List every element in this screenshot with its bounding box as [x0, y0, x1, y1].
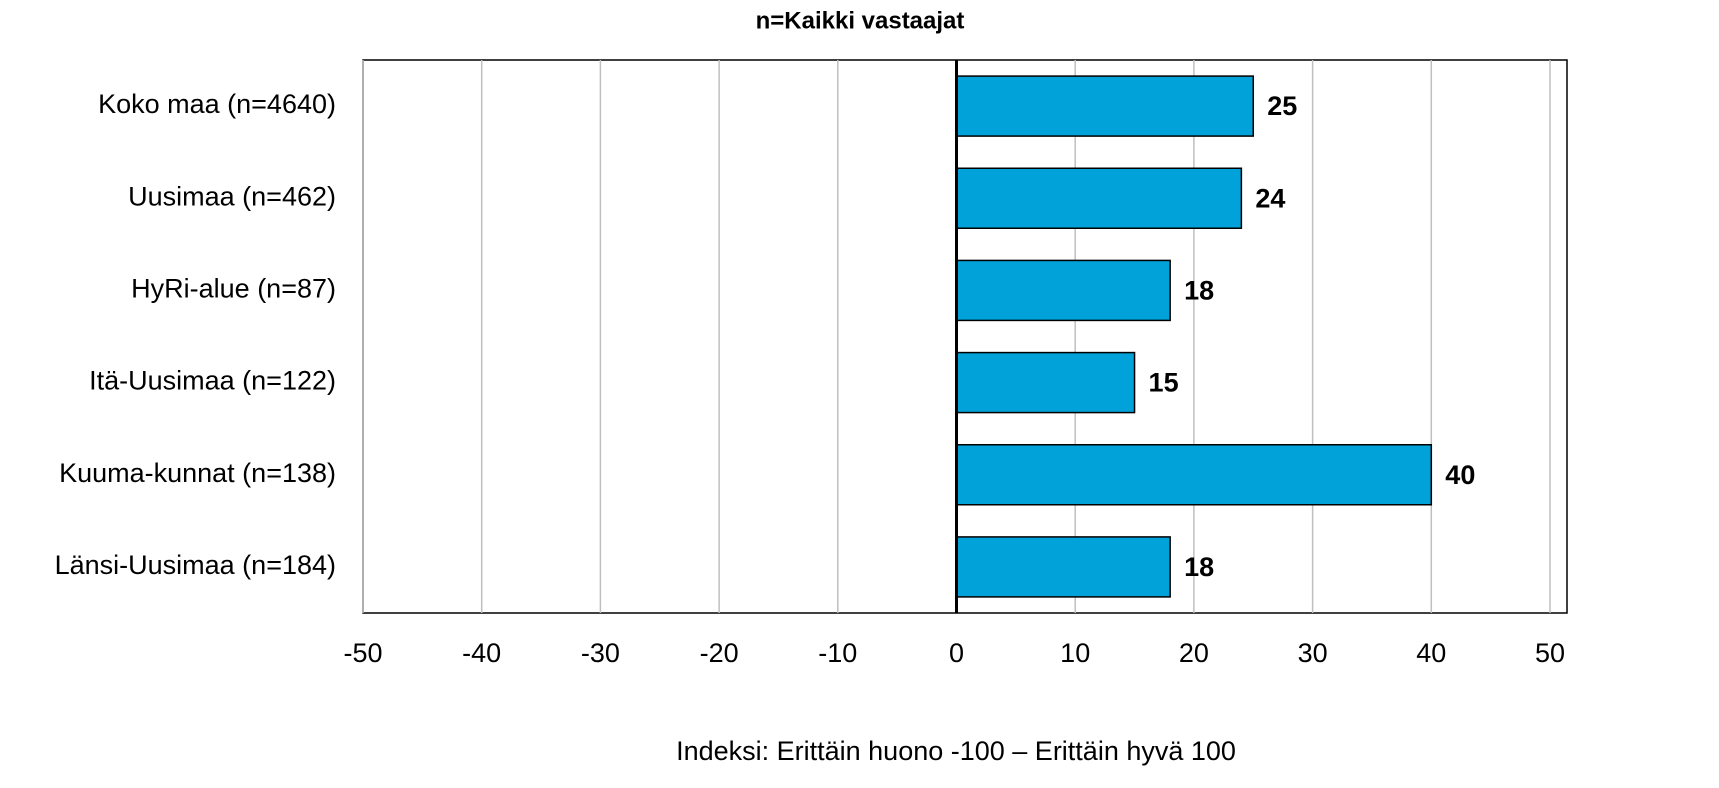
x-tick-label: -20: [700, 638, 739, 668]
y-tick-label: HyRi-alue (n=87): [131, 274, 336, 304]
y-tick-label: Länsi-Uusimaa (n=184): [55, 550, 336, 580]
bar: [955, 75, 1254, 137]
data-label: 15: [1149, 368, 1179, 398]
x-tick-label: 0: [949, 638, 964, 668]
data-label: 24: [1255, 183, 1285, 213]
x-tick-label: 20: [1179, 638, 1209, 668]
y-tick-label: Koko maa (n=4640): [98, 89, 336, 119]
x-tick-label: -30: [581, 638, 620, 668]
x-tick-label: -50: [343, 638, 382, 668]
plot-frame: [362, 59, 1568, 614]
data-label: 18: [1184, 276, 1214, 306]
x-tick-label: 10: [1060, 638, 1090, 668]
data-label: 40: [1445, 460, 1475, 490]
x-tick-label: -40: [462, 638, 501, 668]
bar: [955, 536, 1171, 598]
x-axis-label: Indeksi: Erittäin huono -100 – Erittäin …: [676, 736, 1236, 766]
x-tick-label: 50: [1535, 638, 1565, 668]
x-tick-label: 30: [1298, 638, 1328, 668]
bar: [955, 259, 1171, 322]
bar: [955, 444, 1433, 506]
x-tick-label: -10: [818, 638, 857, 668]
bar: [955, 167, 1243, 229]
data-label: 18: [1184, 552, 1214, 582]
x-tick-label: 40: [1416, 638, 1446, 668]
chart-title: n=Kaikki vastaajat: [756, 7, 965, 34]
y-tick-label: Uusimaa (n=462): [128, 181, 336, 211]
y-tick-label: Itä-Uusimaa (n=122): [89, 366, 336, 396]
bar: [955, 351, 1136, 414]
data-label: 25: [1267, 91, 1297, 121]
y-tick-label: Kuuma-kunnat (n=138): [59, 458, 336, 488]
